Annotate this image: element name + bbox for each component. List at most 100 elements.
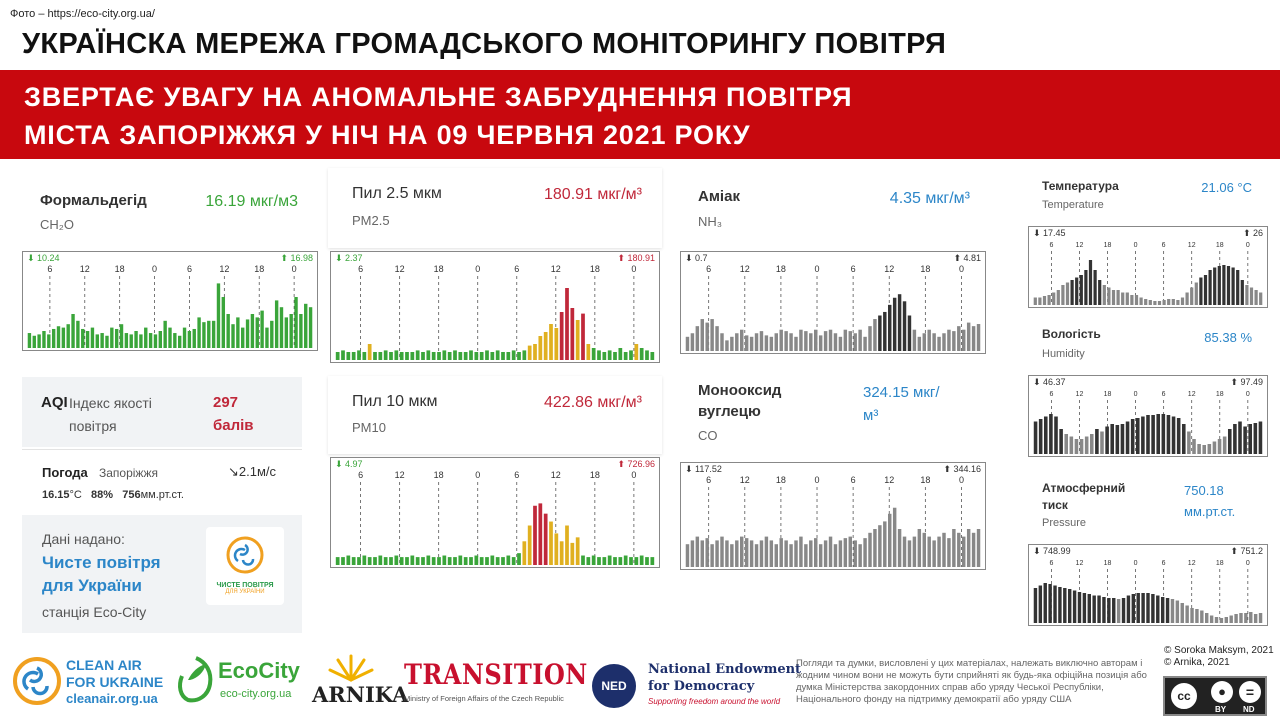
pressure-name-1: Атмосферний [1042, 481, 1126, 495]
chart-bar [769, 336, 774, 351]
humid-sub: Humidity [1042, 348, 1085, 360]
chart-bar [1180, 297, 1185, 305]
chart-bar [1049, 414, 1053, 454]
ned-logo[interactable]: NED National Endowment for Democracy Sup… [592, 662, 801, 710]
hour-tick-label: 12 [740, 475, 750, 485]
chart-bar [1160, 597, 1165, 623]
co-card: Монооксид вуглецю CO 324.15 мкг/ м³ [680, 375, 980, 455]
chart-bar [833, 544, 838, 567]
chart-bar [1093, 270, 1097, 305]
transition-l1: TRANSITION [404, 658, 588, 691]
chart-bar [1217, 439, 1222, 454]
chart-bar [90, 327, 95, 348]
chart-bar [1254, 290, 1258, 305]
chart-bar [892, 507, 897, 567]
chart-bar [485, 557, 489, 565]
chart-bar [1125, 292, 1129, 305]
chart-bar [367, 344, 372, 360]
chart-bar [270, 320, 274, 348]
chart-bar [27, 333, 32, 348]
chart-bar [405, 557, 409, 565]
chart-bar [474, 555, 479, 565]
chart-bar [1199, 277, 1203, 305]
chart-bar [1157, 301, 1162, 305]
chart-bar [1134, 295, 1139, 305]
chart-bar [1098, 280, 1102, 305]
aqi-desc-1: Індекс якості [69, 395, 152, 411]
banner-line-2: МІСТА ЗАПОРІЖЖЯ У НІЧ НА 09 ЧЕРВНЯ 2021 … [24, 120, 751, 150]
chart-bar [100, 333, 104, 348]
chart-bar [373, 352, 377, 360]
chart-bar [517, 553, 521, 565]
chart-bar [848, 536, 852, 567]
aqi-desc-2: повітря [69, 418, 117, 434]
chart-bar [917, 529, 922, 567]
chart-bar [1236, 270, 1240, 305]
chart-bar [937, 536, 941, 567]
cc-license-badge[interactable]: cc ● = BY ND [1163, 676, 1267, 716]
chart-bar [897, 529, 902, 567]
chart-bar [809, 540, 813, 567]
ch2o-max-label: ⬆ 16.98 [280, 253, 313, 263]
chart-bar [346, 555, 351, 565]
chart-bar [1258, 421, 1263, 454]
hour-tick-label: 6 [187, 264, 192, 274]
chart-bar [966, 529, 971, 567]
ammonia-name: Аміак [698, 188, 740, 205]
ch2o-chart: 6 12 18 0 6 12 18 0 ⬇ 10.24 ⬆ 16.98 [22, 251, 318, 351]
hour-tick-label: 0 [815, 475, 820, 485]
hour-tick-label: 18 [1104, 391, 1112, 398]
ecocity-logo[interactable]: EcoCity eco-city.org.ua [176, 648, 304, 708]
chart-bar [1067, 589, 1072, 623]
chart-bar [279, 307, 284, 348]
chart-bar [158, 331, 163, 348]
chart-bar [754, 333, 759, 351]
hour-tick-label: 18 [1104, 242, 1112, 249]
chart-bar [818, 335, 823, 351]
chart-bar [1102, 597, 1106, 623]
chart-bar [789, 544, 793, 567]
chart-bar [799, 329, 803, 351]
ammonia-value: 4.35 мкг/м³ [889, 190, 970, 207]
chart-bar [927, 329, 931, 351]
arnika-logo[interactable]: ARNIKA [312, 652, 408, 708]
chart-bar [927, 536, 931, 567]
chart-bar [725, 340, 729, 351]
chart-bar [1148, 300, 1152, 305]
chart-bar [843, 538, 848, 567]
chart-bar [607, 555, 612, 565]
chart-bar [878, 315, 882, 351]
temp-value: 21.06 °C [1201, 180, 1252, 195]
hour-tick-label: 6 [1162, 391, 1166, 398]
chart-bar [602, 557, 607, 565]
chart-bar [389, 557, 393, 565]
chart-bar [37, 334, 41, 348]
chart-bar [554, 533, 559, 565]
chart-bar [1135, 418, 1140, 454]
hour-tick-label: 18 [115, 264, 125, 274]
pressure-bars: 6 12 18 0 6 12 18 0 [1033, 560, 1263, 623]
chart-bar [1105, 426, 1109, 454]
wind-arrow-icon: ↘ [228, 464, 239, 479]
chart-bar [1229, 615, 1233, 623]
provider-name-2[interactable]: для України [42, 576, 143, 595]
hour-tick-label: 12 [1188, 242, 1196, 249]
temp-max-label: ⬆ 26 [1242, 228, 1263, 238]
clean-air-logo[interactable]: CLEAN AIR FOR UKRAINE cleanair.org.ua [12, 654, 172, 710]
weather-humidity: 88% [91, 489, 114, 501]
chart-bar [1205, 613, 1209, 623]
pm25-min-label: ⬇ 2.37 [335, 253, 363, 263]
transition-logo[interactable]: TRANSITION Ministry of Foreign Affairs o… [404, 658, 588, 708]
chart-bar [1047, 295, 1051, 305]
chart-bar [868, 532, 872, 567]
chart-bar [405, 352, 409, 360]
chart-bar [1245, 285, 1249, 305]
co-min-label: ⬇ 117.52 [685, 464, 722, 474]
chart-bar [1079, 439, 1084, 454]
chart-bar [818, 544, 823, 567]
pm25-value: 180.91 мкг/м³ [544, 186, 642, 203]
hour-tick-label: 6 [1162, 560, 1166, 567]
chart-bar [501, 557, 505, 565]
chart-bar [888, 304, 892, 351]
provider-name-1[interactable]: Чисте повітря [42, 553, 161, 572]
